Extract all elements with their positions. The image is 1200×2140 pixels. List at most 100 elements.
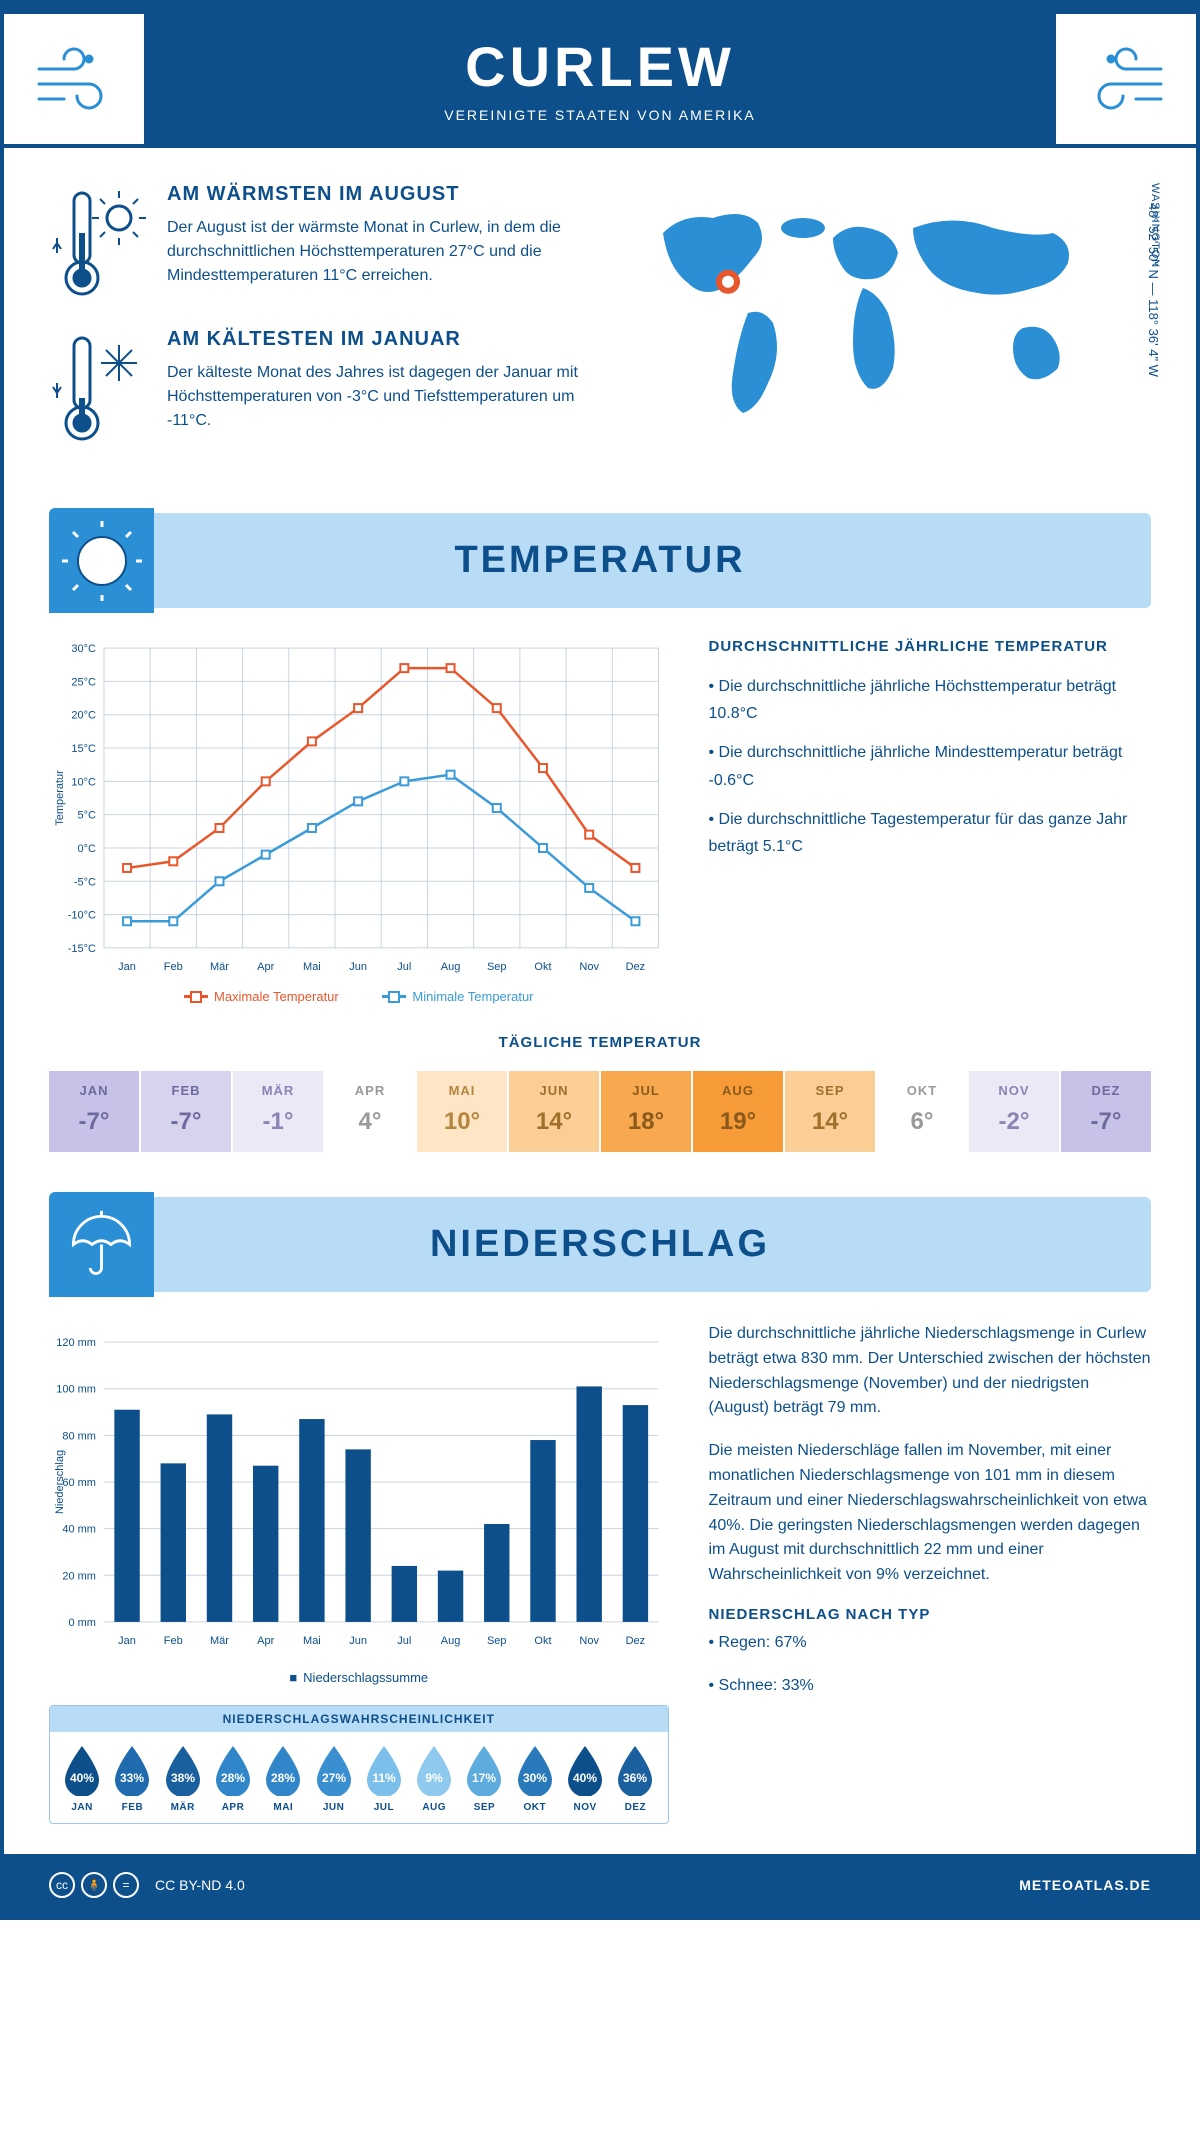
precip-legend-label: Niederschlagssumme — [303, 1670, 428, 1685]
svg-text:Mär: Mär — [210, 1635, 229, 1647]
daily-temperature: TÄGLICHE TEMPERATUR JAN -7° FEB -7° MÄR … — [4, 1024, 1196, 1187]
daily-temp-cell: NOV -2° — [969, 1071, 1059, 1152]
svg-text:Jan: Jan — [118, 1635, 136, 1647]
svg-text:Apr: Apr — [257, 961, 274, 973]
warmest-title: AM WÄRMSTEN IM AUGUST — [167, 183, 585, 206]
daily-temp-title: TÄGLICHE TEMPERATUR — [49, 1034, 1151, 1051]
svg-text:Sep: Sep — [487, 961, 507, 973]
wind-icon — [1086, 39, 1166, 119]
location-title: CURLEW — [24, 34, 1176, 99]
wind-decoration-right — [1056, 14, 1196, 144]
nd-icon: = — [113, 1872, 139, 1898]
temperature-heading: TEMPERATUR — [454, 539, 745, 582]
svg-text:38%: 38% — [171, 1771, 195, 1785]
precipitation-bar-chart: 0 mm20 mm40 mm60 mm80 mm100 mm120 mmJanF… — [49, 1322, 669, 1662]
drop-icon: 11% — [363, 1744, 405, 1796]
svg-text:10°C: 10°C — [71, 776, 96, 788]
world-map — [615, 183, 1151, 443]
warmest-text: Der August ist der wärmste Monat in Curl… — [167, 216, 585, 288]
svg-text:Sep: Sep — [487, 1635, 507, 1647]
temperature-legend: Maximale Temperatur Minimale Temperatur — [49, 986, 669, 1004]
svg-text:20°C: 20°C — [71, 710, 96, 722]
footer: cc 🧍 = CC BY-ND 4.0 METEOATLAS.DE — [4, 1854, 1196, 1916]
daily-temp-cell: FEB -7° — [141, 1071, 231, 1152]
sun-icon — [49, 508, 154, 613]
svg-text:15°C: 15°C — [71, 743, 96, 755]
umbrella-icon — [49, 1192, 154, 1297]
drop-icon: 28% — [212, 1744, 254, 1796]
svg-text:20 mm: 20 mm — [62, 1570, 96, 1582]
location-subtitle: VEREINIGTE STAATEN VON AMERIKA — [24, 107, 1176, 123]
temperature-line-chart: -15°C-10°C-5°C0°C5°C10°C15°C20°C25°C30°C… — [49, 638, 669, 978]
svg-text:33%: 33% — [120, 1771, 144, 1785]
temperature-chart-wrap: -15°C-10°C-5°C0°C5°C10°C15°C20°C25°C30°C… — [49, 638, 669, 1004]
coldest-title: AM KÄLTESTEN IM JANUAR — [167, 328, 585, 351]
svg-text:60 mm: 60 mm — [62, 1477, 96, 1489]
svg-text:30°C: 30°C — [71, 643, 96, 655]
probability-cell: 40% NOV — [561, 1744, 609, 1813]
svg-text:Mai: Mai — [303, 961, 321, 973]
daily-temp-cell: JUN 14° — [509, 1071, 599, 1152]
svg-text:100 mm: 100 mm — [56, 1384, 96, 1396]
daily-temp-cell: JAN -7° — [49, 1071, 139, 1152]
precip-type-bullet: • Regen: 67% — [709, 1631, 1152, 1656]
svg-text:Jun: Jun — [349, 1635, 367, 1647]
svg-text:-15°C: -15°C — [68, 943, 96, 955]
drop-icon: 36% — [614, 1744, 656, 1796]
temperature-summary: DURCHSCHNITTLICHE JÄHRLICHE TEMPERATUR •… — [709, 638, 1152, 1004]
svg-text:80 mm: 80 mm — [62, 1430, 96, 1442]
precipitation-left: 0 mm20 mm40 mm60 mm80 mm100 mm120 mmJanF… — [49, 1322, 669, 1824]
daily-temp-cell: MÄR -1° — [233, 1071, 323, 1152]
svg-text:Aug: Aug — [441, 1635, 461, 1647]
temp-bullet: • Die durchschnittliche jährliche Mindes… — [709, 739, 1152, 793]
drop-icon: 40% — [564, 1744, 606, 1796]
license-text: CC BY-ND 4.0 — [155, 1877, 245, 1893]
legend-min: Minimale Temperatur — [412, 989, 533, 1004]
daily-temp-cell: APR 4° — [325, 1071, 415, 1152]
probability-cell: 38% MÄR — [159, 1744, 207, 1813]
infographic-container: CURLEW VEREINIGTE STAATEN VON AMERIKA — [0, 0, 1200, 1920]
svg-text:Mai: Mai — [303, 1635, 321, 1647]
cc-icon: cc — [49, 1872, 75, 1898]
svg-text:Okt: Okt — [534, 1635, 551, 1647]
precip-p2: Die meisten Niederschläge fallen im Nove… — [709, 1439, 1152, 1588]
svg-text:Jul: Jul — [397, 961, 411, 973]
svg-text:28%: 28% — [221, 1771, 245, 1785]
daily-temp-cell: DEZ -7° — [1061, 1071, 1151, 1152]
facts-column: AM WÄRMSTEN IM AUGUST Der August ist der… — [49, 183, 585, 473]
thermometer-cold-icon — [49, 328, 149, 448]
drop-icon: 38% — [162, 1744, 204, 1796]
svg-text:Jun: Jun — [349, 961, 367, 973]
temp-bullet: • Die durchschnittliche jährliche Höchst… — [709, 673, 1152, 727]
warmest-fact: AM WÄRMSTEN IM AUGUST Der August ist der… — [49, 183, 585, 303]
svg-text:40 mm: 40 mm — [62, 1524, 96, 1536]
drop-icon: 30% — [514, 1744, 556, 1796]
svg-text:120 mm: 120 mm — [56, 1337, 96, 1349]
svg-text:-5°C: -5°C — [74, 876, 96, 888]
svg-text:-10°C: -10°C — [68, 910, 96, 922]
legend-max: Maximale Temperatur — [214, 989, 339, 1004]
license-block: cc 🧍 = CC BY-ND 4.0 — [49, 1872, 245, 1898]
svg-text:30%: 30% — [523, 1771, 547, 1785]
svg-text:Apr: Apr — [257, 1635, 274, 1647]
svg-text:Nov: Nov — [579, 1635, 599, 1647]
temp-bullet: • Die durchschnittliche Tagestemperatur … — [709, 806, 1152, 860]
drop-icon: 27% — [313, 1744, 355, 1796]
svg-text:40%: 40% — [70, 1771, 94, 1785]
precip-p1: Die durchschnittliche jährliche Niedersc… — [709, 1322, 1152, 1421]
temperature-body: -15°C-10°C-5°C0°C5°C10°C15°C20°C25°C30°C… — [4, 608, 1196, 1024]
daily-temp-cell: JUL 18° — [601, 1071, 691, 1152]
svg-text:Niederschlag: Niederschlag — [54, 1450, 66, 1514]
svg-text:Feb: Feb — [164, 1635, 183, 1647]
precipitation-body: 0 mm20 mm40 mm60 mm80 mm100 mm120 mmJanF… — [4, 1292, 1196, 1854]
probability-drops: 40% JAN 33% FEB 38% MÄR 28% APR — [50, 1732, 668, 1823]
drop-icon: 17% — [463, 1744, 505, 1796]
precipitation-heading: NIEDERSCHLAG — [430, 1223, 770, 1266]
svg-text:25°C: 25°C — [71, 676, 96, 688]
svg-text:Mär: Mär — [210, 961, 229, 973]
site-name: METEOATLAS.DE — [1019, 1877, 1151, 1893]
coldest-text: Der kälteste Monat des Jahres ist dagege… — [167, 361, 585, 433]
svg-text:Okt: Okt — [534, 961, 551, 973]
svg-text:28%: 28% — [271, 1771, 295, 1785]
svg-text:Jul: Jul — [397, 1635, 411, 1647]
